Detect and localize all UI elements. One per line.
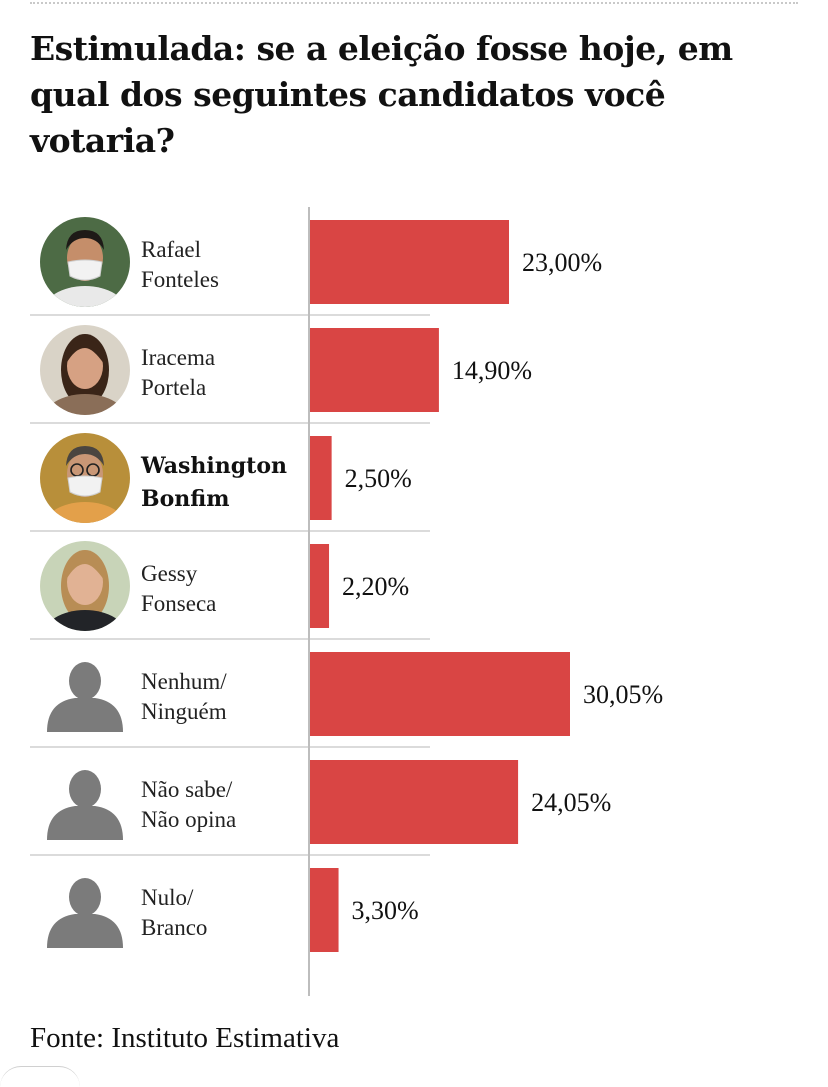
- top-dotted-rule: [30, 2, 798, 4]
- avatar-photo-woman-blonde-icon: [40, 541, 130, 631]
- bar: [310, 220, 510, 304]
- data-label: 30,05%: [583, 680, 663, 709]
- bottom-decoration: [0, 1066, 80, 1087]
- chart-row: Iracema Portela 14,90%: [30, 325, 532, 424]
- bar: [310, 760, 519, 844]
- data-label: 23,00%: [522, 248, 602, 277]
- source-note: Fonte: Instituto Estimativa: [30, 1022, 340, 1054]
- category-label-line2: Ninguém: [141, 699, 227, 724]
- category-label-line2: Portela: [141, 375, 206, 400]
- data-label: 24,05%: [531, 788, 611, 817]
- bar: [310, 652, 570, 736]
- bar: [310, 544, 330, 628]
- data-label: 2,50%: [345, 464, 412, 493]
- data-label: 3,30%: [352, 896, 419, 925]
- category-label-line1: Rafael: [141, 237, 201, 262]
- bar: [310, 436, 332, 520]
- chart-row: Nulo/Branco 3,30%: [40, 865, 419, 955]
- bar: [310, 328, 439, 412]
- category-label: Não sabe/Não opina: [141, 777, 236, 832]
- chart-title: Estimulada: se a eleição fosse hoje, em …: [30, 29, 733, 160]
- category-label-line2: Bonfim: [141, 486, 230, 512]
- category-label-line1: Nulo/: [141, 885, 194, 910]
- chart-row: Não sabe/Não opina 24,05%: [30, 757, 611, 856]
- category-label: Iracema Portela: [141, 345, 215, 400]
- chart-row: Nenhum/Ninguém 30,05%: [30, 649, 663, 748]
- avatar-person-silhouette-icon: [40, 865, 130, 955]
- chart-row: Rafael Fonteles 23,00%: [30, 217, 602, 316]
- avatar-person-silhouette-icon: [40, 649, 130, 739]
- data-label: 14,90%: [452, 356, 532, 385]
- category-label: Washington Bonfim: [140, 453, 287, 512]
- category-label: Nenhum/Ninguém: [141, 669, 227, 724]
- avatar-photo-masked-man-icon: [40, 217, 130, 307]
- category-label-line2: Fonteles: [141, 267, 219, 292]
- avatar-photo-woman-icon: [40, 325, 130, 415]
- category-label-line1: Gessy: [141, 561, 198, 586]
- category-label-line2: Branco: [141, 915, 207, 940]
- bar: [310, 868, 339, 952]
- bar-chart: Rafael Fonteles 23,00% Iracema Portela 14,90%…: [30, 207, 663, 996]
- category-label-line2: Não opina: [141, 807, 236, 832]
- category-label-line1: Washington: [140, 453, 287, 479]
- category-label: Gessy Fonseca: [141, 561, 216, 616]
- data-label: 2,20%: [342, 572, 409, 601]
- category-label-line2: Fonseca: [141, 591, 216, 616]
- category-label: Rafael Fonteles: [141, 237, 219, 292]
- category-label: Nulo/Branco: [141, 885, 207, 940]
- category-label-line1: Nenhum/: [141, 669, 227, 694]
- avatar-photo-masked-man-glasses-icon: [40, 433, 130, 523]
- chart-row: Gessy Fonseca 2,20%: [30, 541, 430, 640]
- chart-row: Washington Bonfim 2,50%: [30, 433, 430, 532]
- category-label-line1: Iracema: [141, 345, 215, 370]
- category-label-line1: Não sabe/: [141, 777, 233, 802]
- avatar-person-silhouette-icon: [40, 757, 130, 847]
